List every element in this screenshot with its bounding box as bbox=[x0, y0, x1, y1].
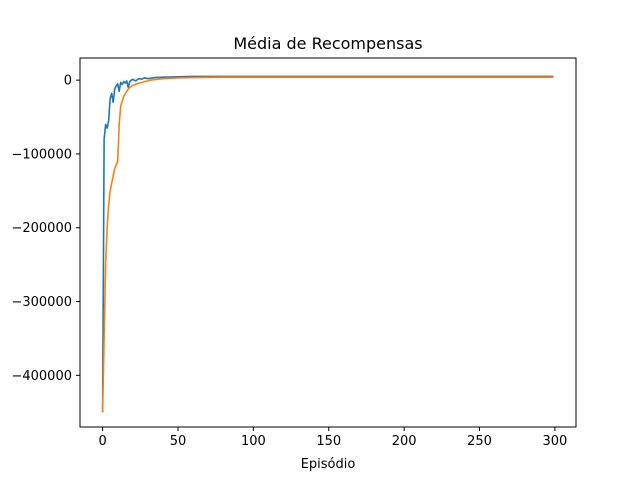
plot-area: 0 50 100 150 200 250 300 0 −100000 −200000 −300000… bbox=[11, 57, 577, 449]
y-tick-label: −100000 bbox=[11, 147, 72, 162]
x-tick-label: 300 bbox=[542, 434, 567, 449]
x-tick-label: 150 bbox=[316, 434, 341, 449]
x-tick-label: 50 bbox=[170, 434, 187, 449]
x-tick-label: 100 bbox=[241, 434, 266, 449]
x-axis-label: Episódio bbox=[301, 457, 356, 472]
x-tick-label: 200 bbox=[392, 434, 417, 449]
y-tick-label: 0 bbox=[64, 74, 72, 89]
x-tick-label: 0 bbox=[98, 434, 106, 449]
y-tick-label: −300000 bbox=[11, 295, 72, 310]
series-line-1 bbox=[101, 75, 554, 413]
x-tick-label: 250 bbox=[467, 434, 492, 449]
chart-title: Média de Recompensas bbox=[233, 34, 422, 53]
axes-frame bbox=[79, 57, 577, 428]
y-tick-label: −400000 bbox=[11, 369, 72, 384]
y-tick-label: −200000 bbox=[11, 221, 72, 236]
series-line-2 bbox=[101, 76, 554, 413]
